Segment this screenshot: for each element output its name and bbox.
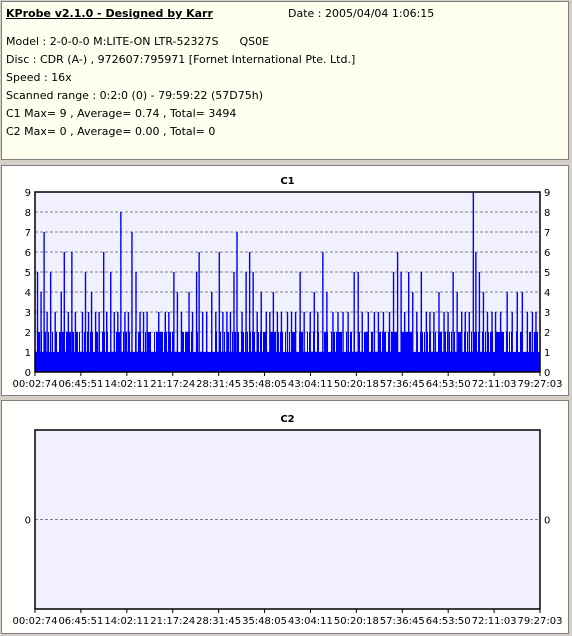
- c1-xtick-label: 35:48:05: [242, 379, 287, 390]
- c1-ytick-right: 4: [544, 288, 550, 299]
- c1-plot-border: [34, 191, 541, 373]
- c2-ytick-left: 0: [25, 516, 31, 527]
- c1-ytick-left: 6: [25, 248, 31, 259]
- range-line: Scanned range : 0:2:0 (0) - 79:59:22 (57…: [6, 89, 264, 102]
- c1-xtick-label: 64:53:50: [426, 379, 471, 390]
- c1-xtick-label: 72:11:03: [472, 379, 517, 390]
- c1-ytick-left: 9: [25, 188, 31, 199]
- c1-ytick-right: 7: [544, 228, 550, 239]
- speed-line: Speed : 16x: [6, 71, 72, 84]
- c2-xtick-label: 72:11:03: [472, 616, 517, 627]
- c1-ytick-right: 0: [544, 368, 550, 379]
- c1-ytick-left: 0: [25, 368, 31, 379]
- c2-xtick-label: 79:27:03: [518, 616, 563, 627]
- c1-summary-line: C1 Max= 9 , Average= 0.74 , Total= 3494: [6, 107, 237, 120]
- c2-xtick-label: 06:45:51: [58, 616, 103, 627]
- c1-ytick-right: 1: [544, 348, 550, 359]
- c2-xtick-label: 64:53:50: [426, 616, 471, 627]
- c1-ytick-left: 7: [25, 228, 31, 239]
- c2-xtick-label: 14:02:11: [104, 616, 149, 627]
- app-title: KProbe v2.1.0 - Designed by Karr: [6, 7, 213, 20]
- c1-xtick-label: 21:17:24: [150, 379, 195, 390]
- c1-chart-panel: C1 0 0 1 1 2 2 3 3 4 4 5 5 6 6 7 7 8 8 9 9 00:02:74 06:45:51 14…: [1, 165, 569, 396]
- c1-ytick-left: 5: [25, 268, 31, 279]
- c1-ytick-right: 6: [544, 248, 550, 259]
- c1-ytick-left: 3: [25, 308, 31, 319]
- c1-ytick-left: 2: [25, 328, 31, 339]
- c2-xtick-label: 43:04:11: [288, 616, 333, 627]
- info-panel: KProbe v2.1.0 - Designed by Karr Date : …: [1, 1, 569, 160]
- c1-ytick-right: 8: [544, 208, 550, 219]
- c1-ytick-left: 4: [25, 288, 31, 299]
- c1-xtick-label: 28:31:45: [196, 379, 241, 390]
- scan-date: Date : 2005/04/04 1:06:15: [288, 7, 435, 20]
- c1-xtick-label: 00:02:74: [13, 379, 58, 390]
- c1-ytick-right: 9: [544, 188, 550, 199]
- c1-xtick-label: 43:04:11: [288, 379, 333, 390]
- model-line: Model : 2-0-0-0 M:LITE-ON LTR-52327S QS0…: [6, 35, 270, 48]
- c1-ytick-left: 1: [25, 348, 31, 359]
- c1-ytick-left: 8: [25, 208, 31, 219]
- c2-xtick-label: 50:20:18: [334, 616, 379, 627]
- c1-xtick-label: 14:02:11: [104, 379, 149, 390]
- c2-xtick-label: 57:36:45: [380, 616, 425, 627]
- c2-chart: C2 0 0 00:02:74 06:45:51 14:02:11 21:17:24 28:3…: [13, 414, 563, 627]
- c2-xtick-label: 21:17:24: [150, 616, 195, 627]
- c2-title: C2: [280, 414, 294, 425]
- c2-ytick-right: 0: [544, 516, 550, 527]
- c2-xtick-label: 28:31:45: [196, 616, 241, 627]
- c1-xtick-label: 57:36:45: [380, 379, 425, 390]
- c1-xtick-label: 79:27:03: [518, 379, 563, 390]
- c2-summary-line: C2 Max= 0 , Average= 0.00 , Total= 0: [6, 125, 216, 138]
- c2-chart-panel: C2 0 0 00:02:74 06:45:51 14:02:11 21:17:24 28:3…: [1, 400, 569, 634]
- c1-title: C1: [280, 176, 294, 187]
- c2-xtick-label: 00:02:74: [13, 616, 58, 627]
- c1-chart: C1 0 0 1 1 2 2 3 3 4 4 5 5 6 6 7 7 8 8 9 9 00:02:74 06:45:51 14…: [13, 176, 563, 390]
- c1-ytick-right: 2: [544, 328, 550, 339]
- c1-ytick-right: 3: [544, 308, 550, 319]
- c1-xtick-label: 06:45:51: [58, 379, 103, 390]
- disc-line: Disc : CDR (A-) , 972607:795971 [Fornet …: [6, 53, 356, 66]
- c2-plot-border: [34, 429, 541, 610]
- c2-xtick-label: 35:48:05: [242, 616, 287, 627]
- c1-ytick-right: 5: [544, 268, 550, 279]
- c1-xtick-label: 50:20:18: [334, 379, 379, 390]
